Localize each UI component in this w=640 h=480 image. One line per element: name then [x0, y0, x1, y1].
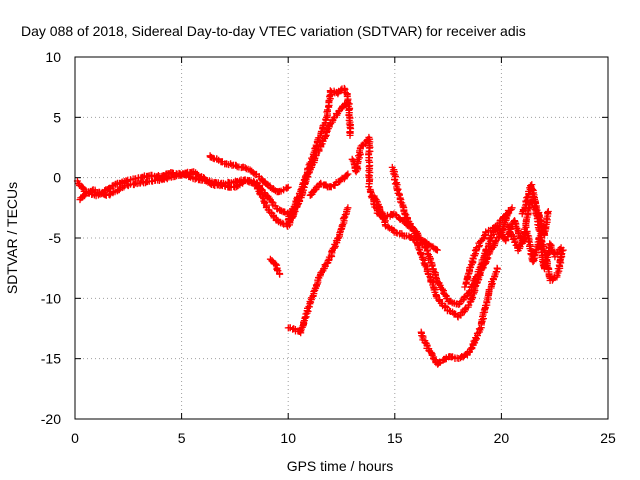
data-marker-cluster — [306, 170, 352, 199]
y-tick-label: 5 — [53, 109, 61, 125]
x-tick-label: 15 — [387, 430, 403, 446]
data-marker-cluster — [417, 264, 501, 368]
x-axis-label: GPS time / hours — [287, 458, 394, 474]
series-track-l — [417, 264, 501, 368]
series-track-f — [266, 255, 284, 278]
series-track-k — [388, 163, 441, 254]
y-axis-label: SDTVAR / TECUs — [4, 182, 20, 294]
series-track-n — [504, 222, 565, 273]
data-points — [73, 84, 567, 368]
series-track-j — [370, 192, 512, 321]
x-tick-label: 10 — [280, 430, 296, 446]
data-marker-cluster — [504, 222, 565, 273]
x-tick-label: 5 — [178, 430, 186, 446]
y-tick-label: 10 — [45, 49, 61, 65]
y-tick-label: -20 — [41, 411, 61, 427]
x-tick-label: 25 — [600, 430, 616, 446]
series-track-e — [306, 170, 352, 199]
data-marker-cluster — [284, 204, 352, 337]
ticks: 0 5 10 15 20 25 -20 -15 -10 -5 0 5 10 — [41, 49, 616, 446]
series-track-g — [284, 204, 352, 337]
series-track-h — [348, 133, 374, 188]
y-tick-label: -5 — [49, 230, 62, 246]
data-marker-cluster — [388, 163, 441, 254]
series-track-d — [284, 84, 355, 224]
y-tick-label: -10 — [41, 290, 61, 306]
chart-title: Day 088 of 2018, Sidereal Day-to-day VTE… — [21, 23, 526, 39]
data-marker-cluster — [266, 255, 284, 278]
series-track-o — [518, 181, 552, 239]
x-tick-label: 20 — [494, 430, 510, 446]
series-track-c — [206, 152, 292, 196]
x-tick-label: 0 — [71, 430, 79, 446]
data-marker-cluster — [370, 192, 512, 321]
y-tick-label: -15 — [41, 351, 61, 367]
data-marker-cluster — [206, 152, 292, 196]
data-marker-cluster — [348, 133, 374, 188]
data-marker-cluster — [518, 181, 552, 239]
y-tick-label: 0 — [53, 170, 61, 186]
data-marker-cluster — [284, 84, 355, 224]
